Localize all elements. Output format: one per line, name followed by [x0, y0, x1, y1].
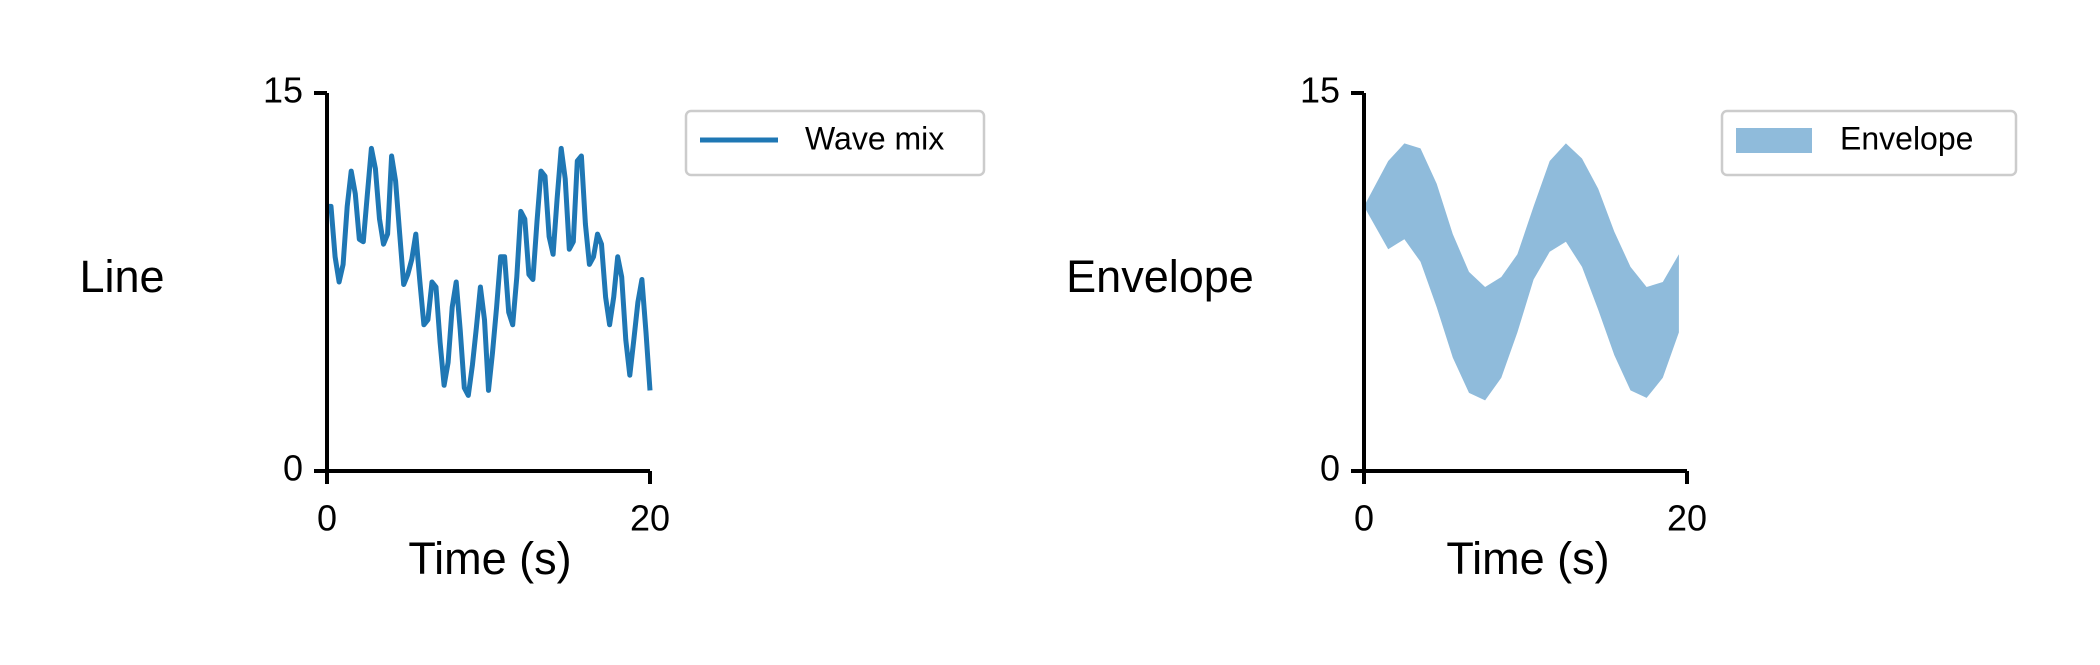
- legend-label-wave-mix: Wave mix: [805, 120, 944, 156]
- x-tick-label: 0: [317, 498, 337, 539]
- x-axis-label: Time (s): [408, 533, 571, 584]
- envelope-area: [1364, 143, 1679, 400]
- legend: Envelope: [1722, 111, 2016, 175]
- line-panel: Line Time (s) 0 15 0 20 Wave mix: [79, 70, 984, 584]
- legend-swatch-envelope: [1736, 128, 1812, 153]
- legend: Wave mix: [686, 111, 984, 175]
- y-tick-label: 0: [1320, 448, 1340, 489]
- plot-data: [1364, 143, 1679, 400]
- x-tick-label: 20: [1667, 498, 1707, 539]
- legend-label-envelope: Envelope: [1840, 120, 1973, 156]
- x-axis-label: Time (s): [1446, 533, 1609, 584]
- x-tick-label: 0: [1354, 498, 1374, 539]
- envelope-panel: Envelope Time (s) 0 15 0 20 Envelope: [1066, 70, 2016, 584]
- y-axis-label: Line: [79, 251, 164, 302]
- series-line: [327, 148, 650, 395]
- x-tick-label: 20: [630, 498, 670, 539]
- y-axis-label: Envelope: [1066, 251, 1254, 302]
- plot-data: [327, 148, 650, 395]
- y-tick-label: 15: [263, 70, 303, 111]
- y-tick-label: 0: [283, 448, 303, 489]
- y-tick-label: 15: [1300, 70, 1340, 111]
